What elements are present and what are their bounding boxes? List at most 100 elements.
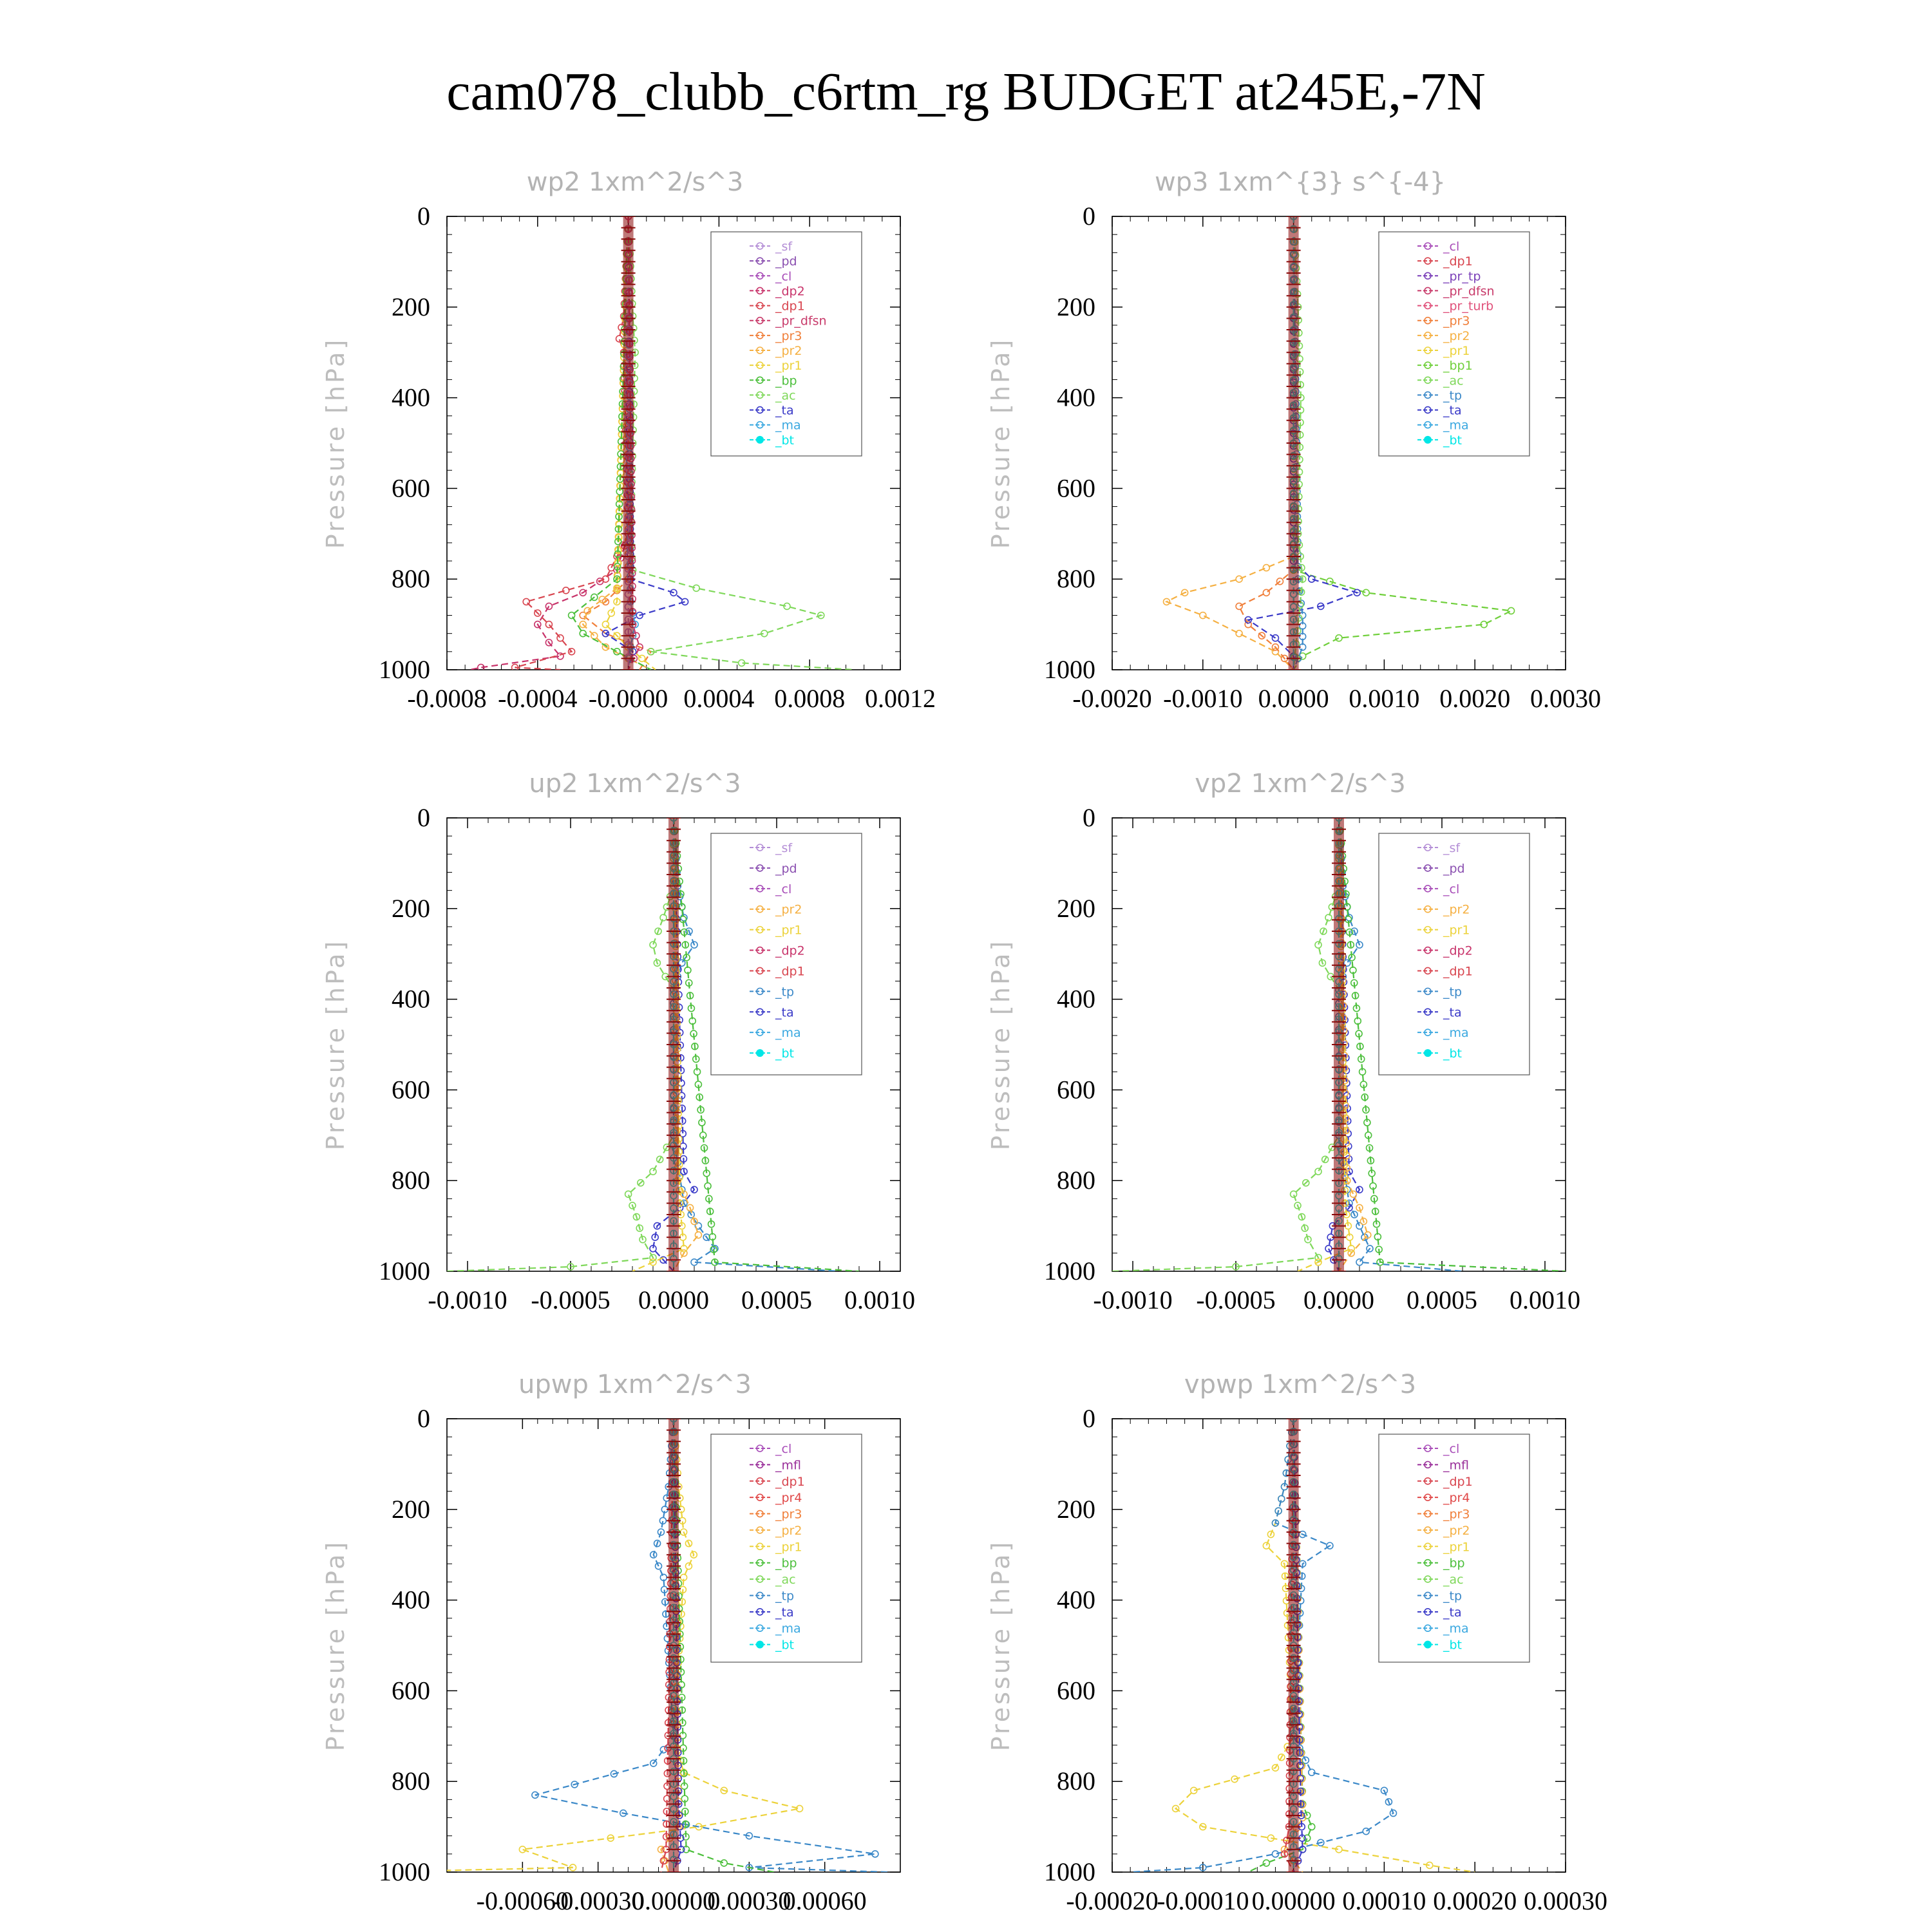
x-tick-label: 0.0000 — [638, 1285, 709, 1314]
series-marker_tp — [871, 1850, 879, 1858]
x-tick-label: 0.0030 — [1530, 684, 1601, 713]
series-group — [1112, 818, 1566, 1271]
series-marker_dp1 — [656, 1155, 664, 1164]
series-marker_tp — [1307, 1768, 1316, 1776]
series-marker_dp1 — [1304, 1235, 1312, 1244]
legend-marker — [1424, 864, 1432, 872]
series-marker_pr2 — [680, 1249, 688, 1257]
legend: _cl _mfl _dp1 _pr4 _pr3 _pr2 _pr1 _bp _ac _tp _ta _… — [1378, 1434, 1530, 1663]
series-marker_pr1 — [569, 1864, 577, 1871]
legend-marker — [756, 1542, 764, 1551]
series-marker_tp — [1271, 1519, 1280, 1527]
series-marker_dp1 — [636, 1179, 645, 1187]
x-tick-label: -0.00030 — [552, 1886, 644, 1915]
series-marker_dp1 — [629, 1202, 636, 1209]
series-marker_dp1 — [649, 1254, 657, 1262]
series-marker_tp — [1298, 622, 1307, 630]
series-marker_bp — [1307, 1823, 1316, 1831]
series-marker_tp — [654, 1562, 663, 1570]
series-marker_dp2 — [1374, 1233, 1382, 1241]
legend-entry: _ma — [1443, 419, 1469, 433]
legend-entry: _sf — [775, 841, 793, 855]
x-tick-label: 0.00060 — [783, 1886, 867, 1915]
legend-marker — [756, 1477, 764, 1485]
legend-entry: _pr2 — [1443, 329, 1470, 343]
series-marker_ac — [783, 602, 791, 611]
series-marker_ac — [647, 648, 655, 656]
legend-entry: _pr4 — [1443, 1491, 1470, 1505]
series-line_pr2 — [1164, 216, 1294, 670]
series-marker_dp1 — [632, 1213, 641, 1221]
legend-marker — [1424, 361, 1432, 369]
series-marker_pr2 — [1262, 564, 1271, 572]
legend-marker — [756, 272, 764, 280]
y-tick-label: 200 — [1057, 292, 1095, 321]
legend-entry: _ta — [1443, 404, 1462, 418]
series-marker_dp1 — [601, 575, 610, 583]
series-marker_tp — [690, 1258, 698, 1266]
legend-entry: _cl — [775, 882, 791, 896]
series-marker_bp1 — [1362, 589, 1370, 597]
legend-marker — [756, 1028, 764, 1036]
series-marker_dp2 — [1354, 1017, 1362, 1025]
legend-marker — [1424, 391, 1432, 399]
series-marker_tp — [1271, 1850, 1280, 1858]
series-marker_dp1 — [562, 586, 570, 594]
panel-4: vp2 1xm^2/s^3 Pressure [hPa] 0 200 400 600 800… — [987, 769, 1580, 1314]
series-marker_bp — [590, 593, 598, 601]
legend-entry: _dp1 — [1443, 254, 1473, 269]
series-marker_pr1 — [678, 1598, 687, 1606]
series-marker_dp2 — [579, 589, 587, 597]
series-marker_dp1 — [659, 914, 667, 922]
series-marker_dp1 — [533, 609, 542, 617]
legend-marker — [1424, 987, 1432, 996]
series-marker_tp — [649, 1759, 658, 1767]
legend-entry: _pr_dfsn — [775, 314, 827, 328]
legend-entry: _dp1 — [775, 1475, 805, 1489]
legend-marker — [756, 301, 764, 310]
series-marker_dp1 — [1321, 1155, 1329, 1164]
legend-marker — [756, 435, 764, 444]
series-marker_ta — [690, 1186, 698, 1194]
series-marker_tp — [1362, 1827, 1370, 1835]
series-marker_dp1 — [654, 927, 662, 935]
series-marker_pr3 — [1262, 589, 1271, 597]
series-marker_pr2 — [1162, 598, 1171, 606]
legend-marker — [1424, 346, 1432, 354]
series-marker_pr2 — [1364, 1231, 1372, 1239]
legend-entry: _dp1 — [1443, 964, 1473, 978]
legend-entry: _pr3 — [775, 1508, 802, 1522]
series-marker_pr1 — [1426, 1861, 1434, 1870]
x-tick-label: 0.0005 — [741, 1285, 812, 1314]
series-line_dp2 — [469, 216, 629, 670]
y-tick-label: 800 — [392, 1766, 430, 1795]
legend-entry: _sf — [775, 240, 793, 254]
series-line_pr1 — [605, 216, 656, 670]
legend-entry: _pr1 — [1443, 923, 1470, 938]
legend-marker — [1424, 1575, 1432, 1583]
series-marker_dp2 — [1345, 928, 1354, 936]
y-axis-label: Pressure [hPa] — [987, 1540, 1015, 1752]
x-tick-label: 0.0010 — [1510, 1285, 1580, 1314]
legend-box — [710, 1434, 862, 1663]
series-marker_ta — [1353, 589, 1361, 597]
legend-marker — [1424, 1477, 1432, 1485]
legend-marker — [1424, 1028, 1432, 1036]
series-marker_dp2 — [699, 1132, 707, 1139]
series-marker_pr1 — [1346, 1233, 1354, 1241]
x-tick-label: -0.0020 — [1072, 684, 1151, 713]
series-marker_dp1 — [639, 1235, 647, 1244]
series-marker_dp2 — [1348, 954, 1356, 961]
legend-entry: _bp1 — [1443, 359, 1473, 373]
y-tick-label: 1000 — [379, 655, 430, 684]
series-marker_dp2 — [706, 1208, 714, 1215]
x-tick-label: 0.0012 — [865, 684, 936, 713]
y-tick-label: 200 — [392, 894, 430, 923]
series-marker_pr2 — [690, 1217, 698, 1226]
legend-entry: _bp — [775, 374, 797, 388]
series-marker_pr2 — [579, 620, 587, 629]
legend-marker — [1424, 257, 1432, 265]
y-axis-label: Pressure [hPa] — [987, 337, 1015, 549]
legend-marker — [756, 1575, 764, 1583]
legend-entry: _ac — [775, 388, 796, 402]
